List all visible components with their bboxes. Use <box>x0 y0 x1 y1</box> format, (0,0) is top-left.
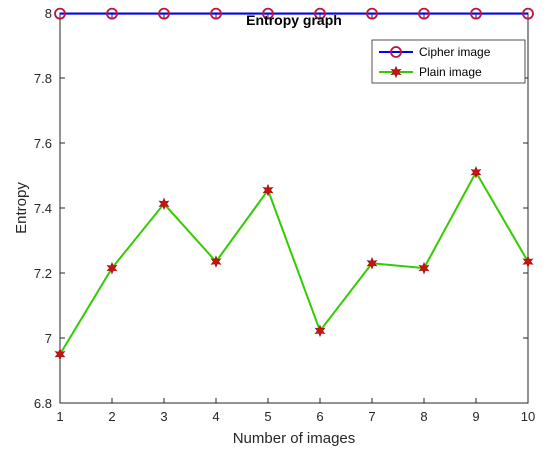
y-tick-label: 7.8 <box>34 71 52 86</box>
series-line <box>59 170 529 355</box>
data-point-marker <box>210 255 222 268</box>
legend-entry-label: Plain image <box>419 65 482 79</box>
legend-marker-sample <box>390 65 402 79</box>
data-point-marker <box>106 261 118 275</box>
data-point-marker <box>158 197 170 211</box>
y-tick-label: 7 <box>45 331 52 346</box>
series-plain-image <box>54 165 534 361</box>
data-point-marker <box>366 7 378 20</box>
series-cipher-image <box>54 7 534 20</box>
x-tick-label: 6 <box>316 409 323 424</box>
y-tick-label: 7.4 <box>34 201 52 216</box>
data-point-marker <box>158 7 170 20</box>
y-axis-ticks: 6.8 7 7.2 7.4 7.6 7.8 8 <box>34 6 528 411</box>
legend-entry-label: Cipher image <box>419 45 491 59</box>
x-tick-label: 7 <box>368 409 375 424</box>
series-layer <box>54 7 534 361</box>
legend: Cipher image Plain image <box>371 39 526 84</box>
data-point-marker <box>106 7 118 20</box>
x-tick-label: 1 <box>56 409 63 424</box>
y-axis-label: Entropy <box>13 182 30 234</box>
data-point-marker <box>54 347 66 361</box>
data-point-marker <box>262 7 274 20</box>
x-tick-label: 3 <box>160 409 167 424</box>
data-point-marker <box>522 7 534 20</box>
x-tick-label: 2 <box>108 409 115 424</box>
data-point-marker <box>210 7 222 20</box>
y-tick-label: 8 <box>45 6 52 21</box>
data-point-marker <box>366 256 378 270</box>
y-tick-label: 7.6 <box>34 136 52 151</box>
x-axis-label: Number of images <box>233 430 356 447</box>
data-point-marker <box>470 7 482 20</box>
x-tick-label: 4 <box>212 409 219 424</box>
y-tick-label: 6.8 <box>34 396 52 411</box>
y-tick-label: 7.2 <box>34 266 52 281</box>
x-tick-label: 10 <box>521 409 535 424</box>
chart-title: Entropy graph <box>246 12 342 28</box>
data-point-marker <box>262 183 274 197</box>
x-tick-label: 9 <box>472 409 479 424</box>
data-point-marker <box>418 261 430 275</box>
x-tick-label: 5 <box>264 409 271 424</box>
x-tick-label: 8 <box>420 409 427 424</box>
data-point-marker <box>314 7 326 20</box>
data-point-marker <box>522 255 534 268</box>
data-point-marker <box>54 7 66 20</box>
legend-marker-sample <box>390 46 402 58</box>
data-point-marker <box>314 324 326 338</box>
data-point-marker <box>470 165 482 179</box>
data-point-marker <box>418 7 430 20</box>
